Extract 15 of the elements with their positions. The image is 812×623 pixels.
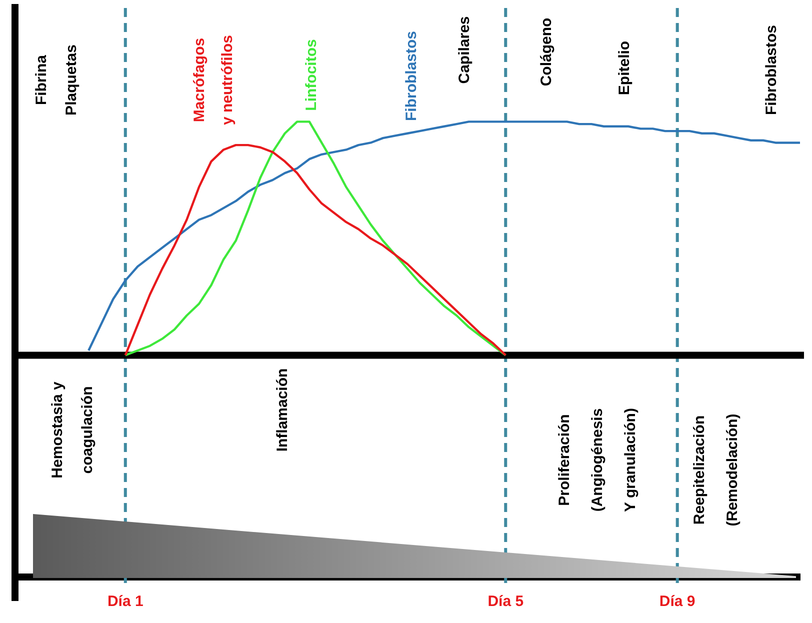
text: Macrófagos y neutrófilos — [191, 34, 236, 126]
text: Fibroblastos — [763, 24, 780, 116]
x-tick-label: Día 9 — [659, 593, 696, 610]
text: Inflamación — [274, 368, 292, 452]
text: Reepitelización (Remodelación) — [691, 414, 742, 526]
text: Capilares — [456, 16, 474, 84]
text: Linfocitos — [303, 39, 320, 111]
text: Fibrina Plaquetas — [33, 44, 80, 116]
text: Proliferación (Angiogénesis Y granulación) — [556, 408, 640, 512]
text: Colágeno — [538, 18, 556, 86]
text: Epitelio — [616, 40, 634, 96]
text: Fibroblastos — [403, 30, 420, 122]
x-tick-label: Día 5 — [488, 593, 524, 610]
x-tick-label: Día 1 — [107, 593, 144, 610]
text: Hemostasia y coagulación — [49, 380, 96, 478]
